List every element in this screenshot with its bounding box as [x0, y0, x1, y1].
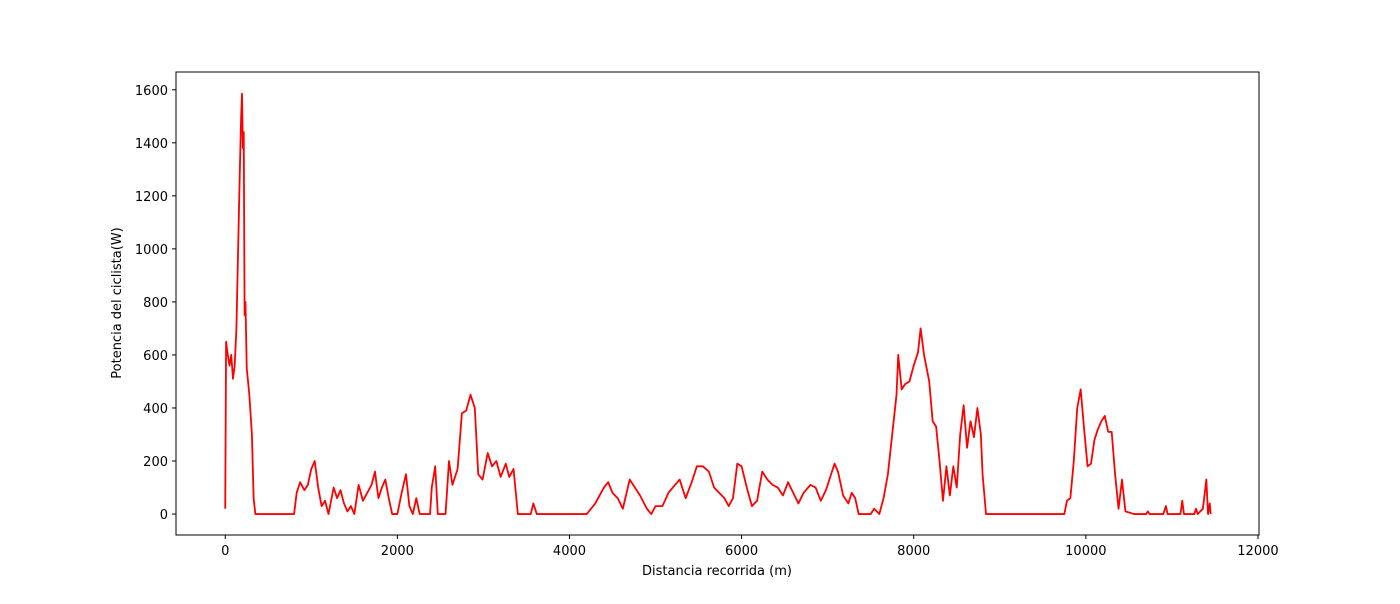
y-tick-label: 1200 — [135, 190, 168, 205]
x-tick-label: 10000 — [1065, 544, 1106, 559]
x-tick-label: 0 — [221, 544, 229, 559]
data-line — [224, 92, 1212, 515]
x-axis-label: Distancia recorrida (m) — [642, 564, 792, 579]
y-tick-label: 1000 — [135, 243, 168, 258]
x-tick-label: 6000 — [725, 544, 758, 559]
y-tick-label: 200 — [143, 455, 168, 470]
y-tick-label: 0 — [160, 508, 168, 523]
y-tick-label: 800 — [143, 296, 168, 311]
y-tick-label: 400 — [143, 402, 168, 417]
x-tick-label: 2000 — [381, 544, 414, 559]
y-tick-label: 600 — [143, 349, 168, 364]
y-axis-label: Potencia del ciclista(W) — [110, 227, 125, 378]
y-tick-label: 1400 — [135, 137, 168, 152]
x-tick-label: 8000 — [897, 544, 930, 559]
x-tick-label: 4000 — [553, 544, 586, 559]
y-tick-label: 1600 — [135, 84, 168, 99]
x-tick-label: 12000 — [1237, 544, 1278, 559]
plot-frame — [175, 71, 1260, 536]
